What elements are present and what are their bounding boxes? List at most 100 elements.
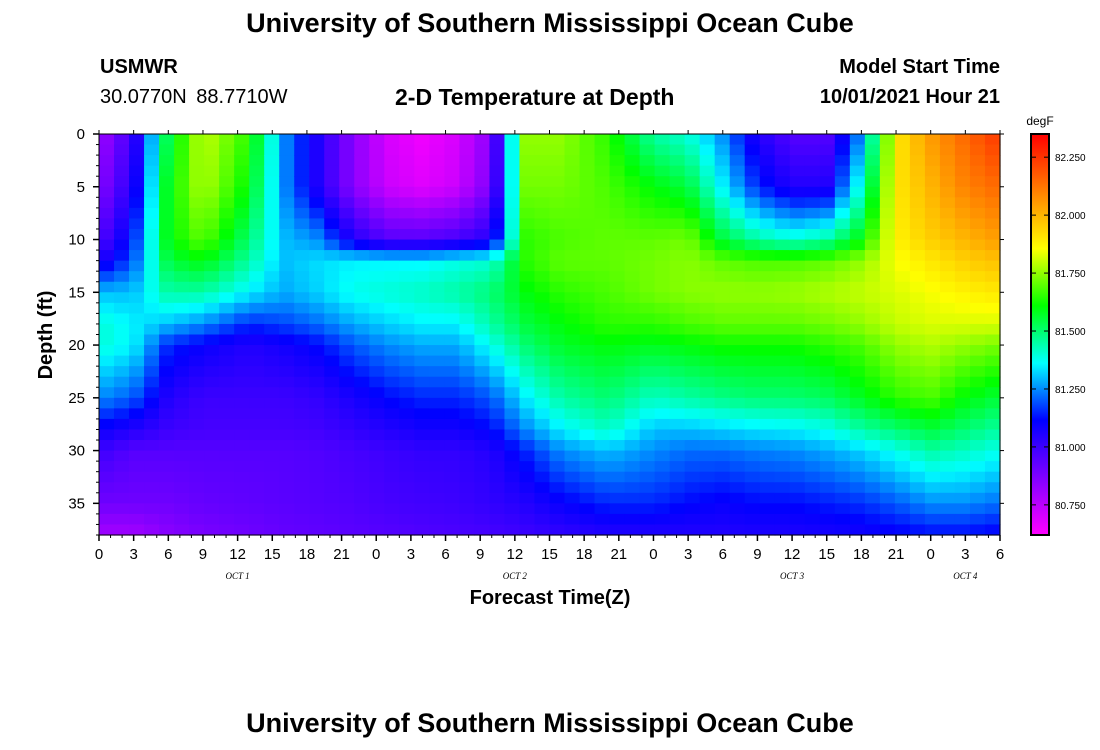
heatmap-cell [564, 397, 581, 409]
heatmap-cell [804, 144, 821, 156]
heatmap-cell [909, 376, 926, 388]
heatmap-cell [144, 144, 160, 156]
heatmap-cell [609, 218, 626, 230]
heatmap-cell [609, 165, 626, 177]
heatmap-cell [279, 513, 295, 526]
heatmap-cell [354, 503, 370, 515]
heatmap-cell [219, 281, 235, 293]
heatmap-cell [234, 313, 250, 325]
heatmap-cell [639, 165, 656, 177]
heatmap-cell [309, 397, 325, 409]
heatmap-cell [834, 207, 851, 220]
heatmap-cell [879, 376, 896, 388]
heatmap-cell [984, 228, 1001, 241]
heatmap-cell [909, 260, 926, 272]
heatmap-cell [414, 218, 430, 230]
heatmap-cell [339, 408, 355, 420]
heatmap-cell [234, 323, 250, 336]
heatmap-cell [954, 366, 971, 378]
heatmap-cell [474, 334, 491, 346]
heatmap-cell [714, 387, 731, 399]
heatmap-cell [729, 355, 746, 367]
heatmap-cell [744, 387, 761, 399]
heatmap-cell [939, 397, 956, 409]
heatmap-cell [849, 524, 866, 536]
y-tick-label: 15 [68, 284, 85, 301]
heatmap-cell [474, 355, 491, 367]
heatmap-cell [504, 155, 521, 167]
heatmap-cell [234, 239, 250, 251]
heatmap-cell [624, 471, 641, 483]
heatmap-cell [99, 281, 115, 293]
heatmap-cell [219, 387, 235, 399]
heatmap-cell [189, 429, 205, 441]
heatmap-cell [624, 207, 641, 220]
heatmap-cell [534, 186, 551, 198]
heatmap-cell [249, 408, 265, 420]
heatmap-cell [924, 366, 941, 378]
heatmap-cell [144, 239, 160, 251]
heatmap-cell [489, 376, 506, 388]
heatmap-cell [744, 492, 761, 504]
heatmap-cell [519, 313, 536, 325]
heatmap-cell [984, 429, 1001, 441]
heatmap-cell [909, 513, 926, 526]
heatmap-cell [129, 302, 145, 314]
heatmap-cell [399, 302, 415, 314]
heatmap-cell [564, 334, 581, 346]
heatmap-cell [864, 271, 881, 283]
heatmap-cell [339, 313, 355, 325]
heatmap-cell [909, 397, 926, 409]
heatmap-cell [159, 260, 175, 272]
heatmap-cell [264, 440, 280, 452]
heatmap-cell [519, 355, 536, 367]
heatmap-cell [969, 440, 986, 452]
heatmap-cell [324, 429, 340, 441]
heatmap-cell [234, 165, 250, 177]
heatmap-cell [144, 461, 160, 473]
heatmap-cell [804, 492, 821, 504]
heatmap-cell [309, 471, 325, 483]
x-tick-label: 18 [853, 546, 870, 563]
heatmap-cell [804, 450, 821, 462]
heatmap-cell [309, 281, 325, 293]
heatmap-cell [399, 260, 415, 272]
heatmap-cell [429, 408, 445, 420]
heatmap-cell [159, 461, 175, 473]
heatmap-cell [849, 355, 866, 367]
heatmap-cell [294, 281, 310, 293]
heatmap-cell [834, 155, 851, 167]
heatmap-cell [609, 524, 626, 536]
heatmap-cell [624, 313, 641, 325]
heatmap-cell [819, 281, 836, 293]
heatmap-cell [294, 323, 310, 336]
heatmap-cell [159, 376, 175, 388]
heatmap-cell [174, 345, 190, 357]
heatmap-cell [924, 408, 941, 420]
heatmap-cell [399, 197, 415, 209]
heatmap-cell [834, 355, 851, 367]
heatmap-cell [639, 176, 656, 188]
heatmap-cell [654, 323, 671, 336]
heatmap-cell [324, 197, 340, 209]
heatmap-cell [534, 461, 551, 473]
heatmap-cell [984, 418, 1001, 431]
heatmap-cell [669, 450, 686, 462]
heatmap-cell [384, 260, 400, 272]
heatmap-cell [909, 366, 926, 378]
heatmap-cell [249, 503, 265, 515]
heatmap-cell [219, 408, 235, 420]
heatmap-cell [984, 302, 1001, 314]
heatmap-cell [609, 207, 626, 220]
heatmap-cell [234, 429, 250, 441]
heatmap-cell [759, 440, 776, 452]
heatmap-cell [909, 176, 926, 188]
heatmap-cell [234, 376, 250, 388]
heatmap-cell [759, 292, 776, 304]
heatmap-cell [489, 397, 506, 409]
heatmap-cell [624, 524, 641, 536]
heatmap-cell [879, 228, 896, 241]
heatmap-cell [249, 376, 265, 388]
heatmap-cell [369, 323, 385, 336]
